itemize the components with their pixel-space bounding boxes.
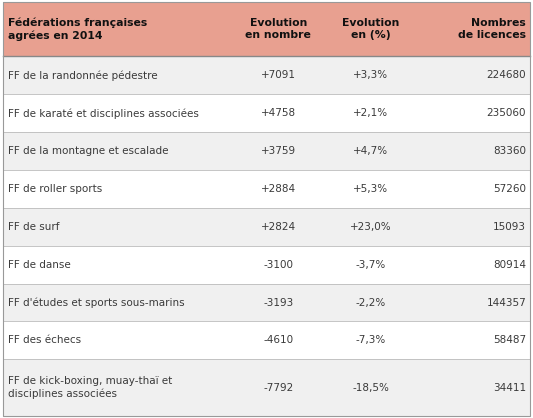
Text: FF de surf: FF de surf: [8, 222, 60, 232]
Text: +3,3%: +3,3%: [353, 70, 388, 80]
Text: Fédérations françaises
agrées en 2014: Fédérations françaises agrées en 2014: [8, 18, 147, 41]
Text: FF de roller sports: FF de roller sports: [8, 184, 102, 194]
Bar: [3, 94, 530, 132]
Bar: [3, 284, 530, 321]
Text: +3759: +3759: [261, 146, 296, 156]
Text: 15093: 15093: [493, 222, 526, 232]
Text: 224680: 224680: [487, 70, 526, 80]
Text: FF de karaté et disciplines associées: FF de karaté et disciplines associées: [8, 108, 199, 119]
Text: +5,3%: +5,3%: [353, 184, 388, 194]
Text: FF d'études et sports sous-marins: FF d'études et sports sous-marins: [8, 297, 184, 308]
Text: FF de kick-boxing, muay-thaï et
disciplines associées: FF de kick-boxing, muay-thaï et discipli…: [8, 376, 172, 399]
Text: FF de danse: FF de danse: [8, 260, 71, 270]
Text: Evolution
en nombre: Evolution en nombre: [245, 18, 311, 41]
Text: FF de la randonnée pédestre: FF de la randonnée pédestre: [8, 70, 158, 81]
Text: -4610: -4610: [263, 335, 294, 345]
Text: -2,2%: -2,2%: [356, 298, 386, 308]
Text: Nombres
de licences: Nombres de licences: [458, 18, 526, 41]
Text: +4758: +4758: [261, 108, 296, 118]
Text: -7,3%: -7,3%: [356, 335, 386, 345]
Text: -3,7%: -3,7%: [356, 260, 386, 270]
Text: +2824: +2824: [261, 222, 296, 232]
Text: +23,0%: +23,0%: [350, 222, 392, 232]
Text: -3100: -3100: [263, 260, 293, 270]
Bar: [3, 56, 530, 94]
Bar: [3, 359, 530, 416]
Bar: [3, 246, 530, 284]
Bar: [3, 321, 530, 359]
Text: 57260: 57260: [493, 184, 526, 194]
Text: +4,7%: +4,7%: [353, 146, 388, 156]
Text: +2884: +2884: [261, 184, 296, 194]
Text: 58487: 58487: [493, 335, 526, 345]
Bar: [3, 2, 530, 56]
Text: Evolution
en (%): Evolution en (%): [342, 18, 399, 41]
Text: FF des échecs: FF des échecs: [8, 335, 81, 345]
Text: 34411: 34411: [493, 382, 526, 393]
Bar: [3, 132, 530, 170]
Text: 144357: 144357: [486, 298, 526, 308]
Text: -7792: -7792: [263, 382, 294, 393]
Text: -18,5%: -18,5%: [352, 382, 389, 393]
Text: +2,1%: +2,1%: [353, 108, 388, 118]
Bar: [3, 170, 530, 208]
Text: 80914: 80914: [493, 260, 526, 270]
Text: 83360: 83360: [493, 146, 526, 156]
Text: -3193: -3193: [263, 298, 294, 308]
Text: +7091: +7091: [261, 70, 296, 80]
Text: 235060: 235060: [487, 108, 526, 118]
Text: FF de la montagne et escalade: FF de la montagne et escalade: [8, 146, 168, 156]
Bar: [3, 208, 530, 246]
